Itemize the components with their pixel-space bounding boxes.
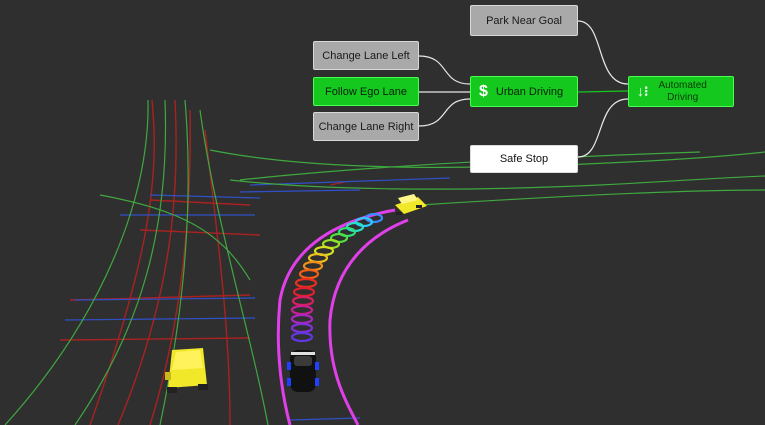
behavior-tree-connectors (418, 20, 629, 158)
change-lane-left-node[interactable]: Change Lane Left (313, 41, 419, 70)
priority-selector-icon: ↓⁝ (637, 83, 649, 99)
change-lane-right-node[interactable]: Change Lane Right (313, 112, 419, 141)
park-near-goal-label: Park Near Goal (486, 14, 562, 27)
ego-vehicle (287, 350, 319, 392)
automated-driving-label: Automated Driving (658, 80, 706, 104)
lane-lines-blue (64, 177, 451, 421)
change-lane-right-label: Change Lane Right (318, 120, 414, 133)
urban-driving-node[interactable]: $ Urban Driving (470, 76, 578, 107)
safe-stop-label: Safe Stop (499, 153, 549, 165)
follow-ego-lane-node[interactable]: Follow Ego Lane (313, 77, 419, 106)
automated-driving-label-line2: Driving (667, 91, 699, 103)
lane-lines-green (4, 99, 765, 425)
other-vehicle-near (165, 348, 208, 393)
automated-driving-node[interactable]: ↓⁝ Automated Driving (628, 76, 734, 107)
planned-trajectory (290, 212, 384, 343)
safe-stop-node[interactable]: Safe Stop (470, 145, 578, 173)
drivable-corridor (276, 208, 409, 425)
other-vehicle-far (395, 194, 427, 215)
park-near-goal-node[interactable]: Park Near Goal (470, 5, 578, 36)
follow-ego-lane-label: Follow Ego Lane (325, 85, 407, 98)
urban-driving-label: Urban Driving (495, 85, 564, 98)
dollar-selector-icon: $ (479, 82, 488, 100)
automated-driving-label-line1: Automated (658, 79, 707, 91)
change-lane-left-label: Change Lane Left (322, 49, 410, 62)
